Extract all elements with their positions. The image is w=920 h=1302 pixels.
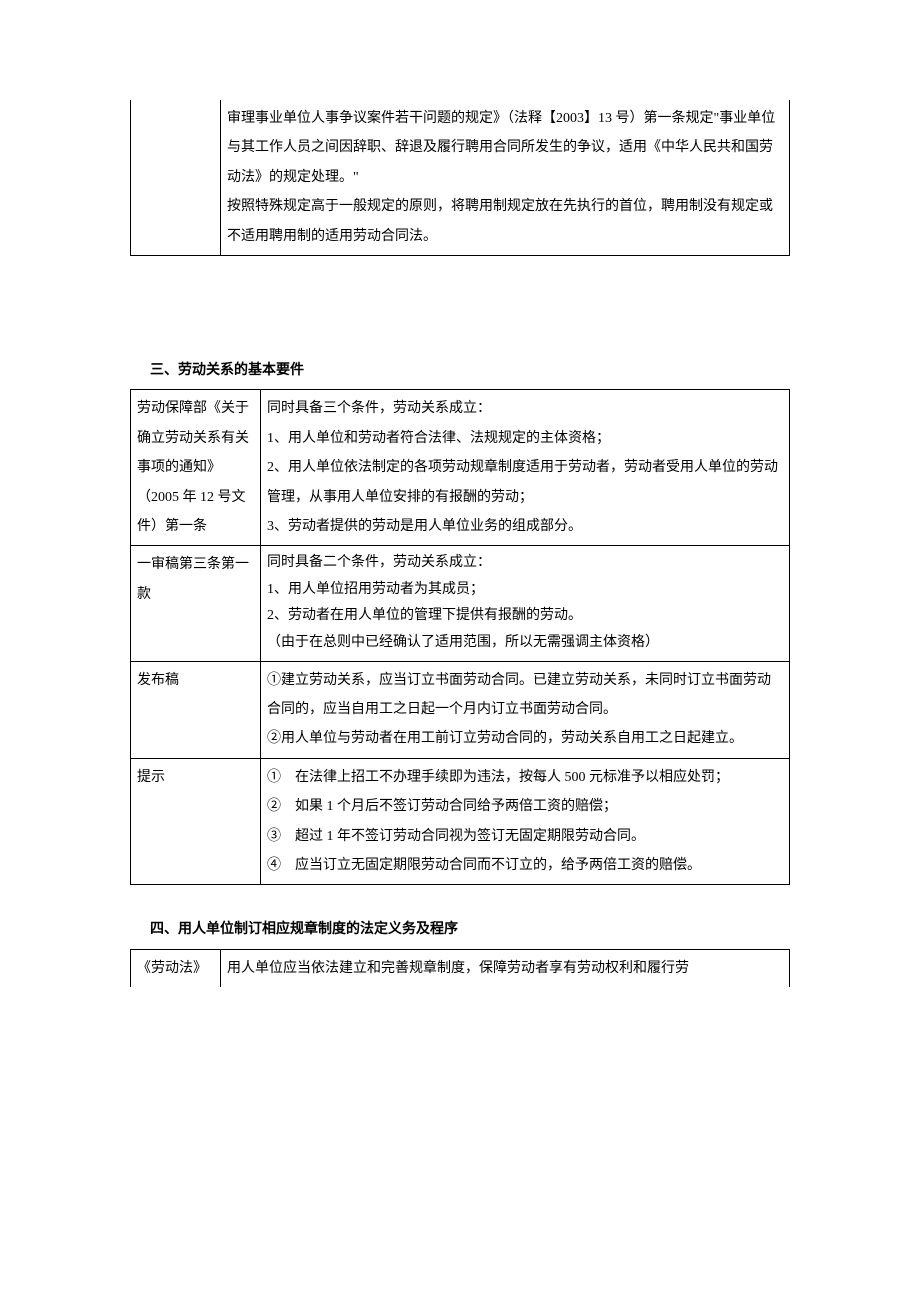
t2-r1-left: 一审稿第三条第一款 [131,546,261,661]
tip-item: ③ 超过 1 年不签订劳动合同视为签订无固定期限劳动合同。 [267,822,783,851]
t2-r0-left: 劳动保障部《关于确立劳动关系有关事项的通知》（2005 年 12 号文件）第一条 [131,390,261,546]
table-section-4: 《劳动法》 用人单位应当依法建立和完善规章制度，保障劳动者享有劳动权利和履行劳 [130,949,790,987]
t2-r3-left: 提示 [131,758,261,885]
tip-item: ④ 应当订立无固定期限劳动合同而不订立的，给予两倍工资的赔偿。 [267,851,783,880]
tip-item: ② 如果 1 个月后不签订劳动合同给予两倍工资的赔偿； [267,792,783,821]
t3-r0-left: 《劳动法》 [131,949,221,987]
heading-section-3: 三、劳动关系的基本要件 [130,356,790,385]
t2-r2-right: ①建立劳动关系，应当订立书面劳动合同。已建立劳动关系，未同时订立书面劳动合同的，… [261,661,790,758]
t2-r3-right: ① 在法律上招工不办理手续即为违法，按每人 500 元标准予以相应处罚； ② 如… [261,758,790,885]
table1-left [131,100,221,255]
table1-right: 审理事业单位人事争议案件若干问题的规定》（法释【2003】13 号）第一条规定"… [221,100,790,255]
t3-r0-right: 用人单位应当依法建立和完善规章制度，保障劳动者享有劳动权利和履行劳 [221,949,790,987]
t2-r0-right: 同时具备三个条件，劳动关系成立： 1、用人单位和劳动者符合法律、法规规定的主体资… [261,390,790,546]
heading-section-4: 四、用人单位制订相应规章制度的法定义务及程序 [130,915,790,944]
table-section-3: 劳动保障部《关于确立劳动关系有关事项的通知》（2005 年 12 号文件）第一条… [130,389,790,885]
t2-r2-left: 发布稿 [131,661,261,758]
t2-r1-right: 同时具备二个条件，劳动关系成立： 1、用人单位招用劳动者为其成员； 2、劳动者在… [261,546,790,661]
table-continuation: 审理事业单位人事争议案件若干问题的规定》（法释【2003】13 号）第一条规定"… [130,100,790,256]
tip-item: ① 在法律上招工不办理手续即为违法，按每人 500 元标准予以相应处罚； [267,763,783,792]
